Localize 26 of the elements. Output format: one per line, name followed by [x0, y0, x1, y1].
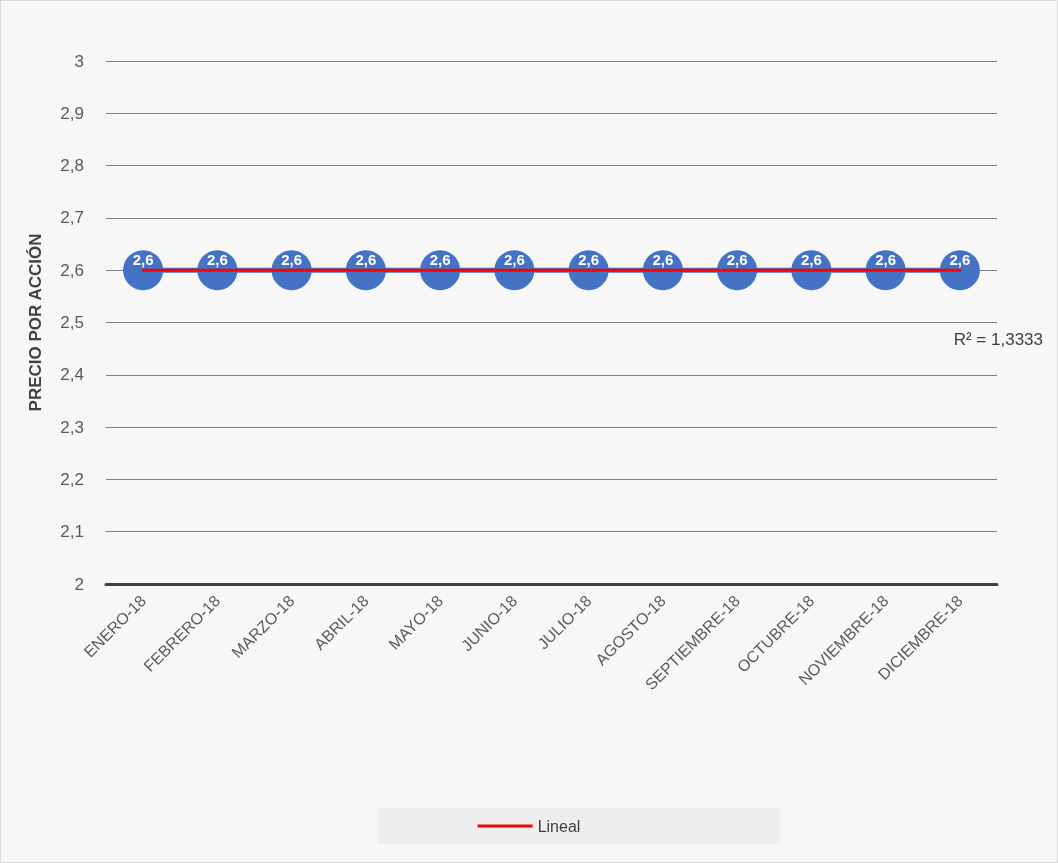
y-tick-label: 2,3 — [60, 417, 84, 437]
data-label: 2,6 — [132, 250, 154, 268]
y-tick-label: 2,1 — [60, 522, 84, 542]
legend-label: Lineal — [537, 817, 581, 835]
y-tick-label: 2,8 — [60, 156, 84, 176]
y-tick-label: 2,6 — [60, 260, 84, 280]
data-label: 2,6 — [281, 250, 303, 268]
data-label: 2,6 — [949, 250, 971, 268]
data-label: 2,6 — [578, 250, 600, 268]
y-axis-title: PRECIO POR ACCIÓN — [26, 233, 45, 412]
y-tick-label: 3 — [74, 51, 84, 71]
y-tick-label: 2,4 — [60, 365, 84, 385]
y-tick-label: 2,9 — [60, 103, 84, 123]
data-label: 2,6 — [800, 250, 822, 268]
y-tick-label: 2,7 — [60, 208, 84, 228]
y-tick-label: 2 — [74, 574, 84, 594]
y-tick-label: 2,2 — [60, 469, 84, 489]
data-label: 2,6 — [503, 250, 525, 268]
data-label: 2,6 — [206, 250, 228, 268]
data-label: 2,6 — [652, 250, 674, 268]
y-tick-label: 2,5 — [60, 313, 84, 332]
data-label: 2,6 — [726, 250, 748, 268]
data-label: 2,6 — [429, 250, 451, 268]
data-label: 2,6 — [875, 250, 897, 268]
data-label: 2,6 — [355, 250, 377, 268]
annotation: R² = 1,3333 — [953, 330, 1043, 349]
